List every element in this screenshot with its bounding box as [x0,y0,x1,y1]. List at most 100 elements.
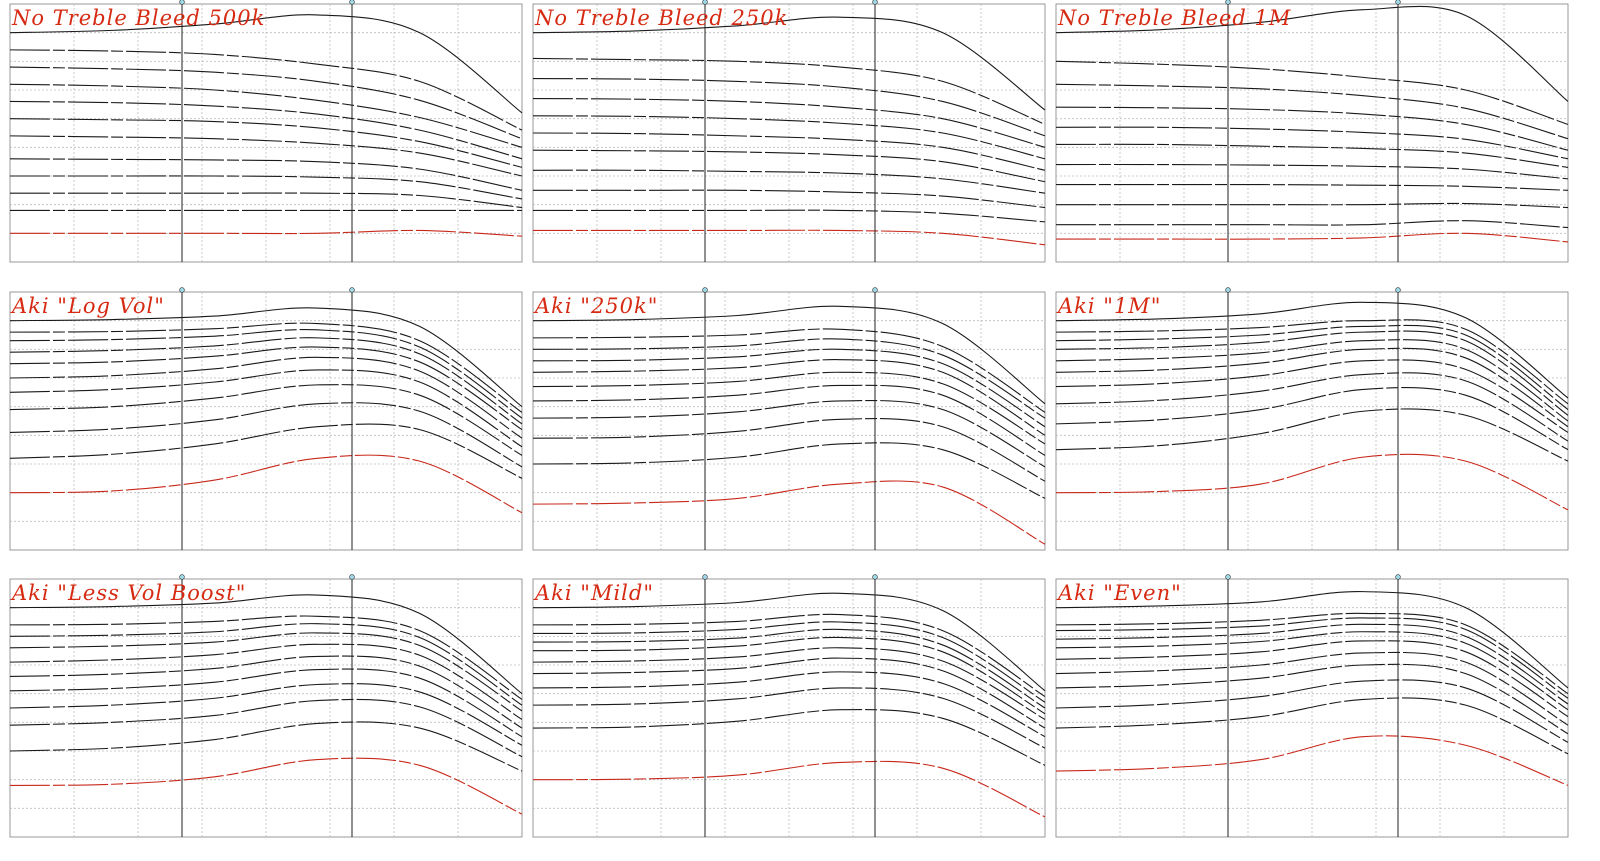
chart-title: Aki "Log Vol" [12,294,165,318]
chart-title: Aki "Even" [1058,581,1182,605]
cursor-handle[interactable] [872,0,878,5]
cursor-handle[interactable] [349,574,355,580]
cursor-handle[interactable] [179,287,185,293]
series-line [9,594,523,695]
series-line [533,189,1046,209]
cursor-handle[interactable] [1225,0,1231,5]
cursor-handle[interactable] [702,0,708,5]
cursor-handle[interactable] [1225,287,1231,293]
series-line [532,77,1046,137]
chart-svg [532,574,1046,838]
cursor-handle[interactable] [349,0,355,5]
series-line [1055,163,1569,180]
series-line [9,66,523,140]
cursor-handle[interactable] [1395,287,1401,293]
series-line [533,209,1046,223]
series-line [9,307,523,408]
chart-title: Aki "Mild" [535,581,654,605]
chart-svg [1055,287,1569,551]
series-line [1055,319,1569,405]
series-line [1055,106,1569,151]
series-line [1055,617,1569,699]
chart-panel: No Treble Bleed 250k [523,0,1053,286]
series-line [9,322,523,413]
series-line [9,346,523,431]
series-line [9,655,523,729]
series-line [532,338,1046,419]
chart-panel: Aki "Less Vol Boost" [0,574,530,861]
series-line [9,668,523,738]
series-line [1055,387,1569,451]
series-line [9,615,523,700]
series-line [1055,631,1569,711]
cursor-handle[interactable] [1225,574,1231,580]
series-line [532,480,1046,545]
series-line [532,671,1046,738]
series-line [9,356,523,439]
series-line [9,423,523,479]
series-line [532,621,1046,703]
series-line [9,49,523,131]
cursor-handle[interactable] [179,574,185,580]
chart-panel: Aki "250k" [523,287,1053,574]
series-line [532,687,1046,749]
series-line [1055,735,1569,786]
cursor-handle[interactable] [1395,0,1401,5]
cursor-handle[interactable] [872,574,878,580]
series-line [9,14,523,114]
series-line [532,442,1046,499]
cursor-handle[interactable] [179,0,185,5]
cursor-handle[interactable] [702,287,708,293]
series-line [9,192,523,209]
series-line [533,229,1046,246]
series-line [1055,640,1569,718]
chart-title: Aki "1M" [1058,294,1162,318]
series-line [9,328,523,419]
series-line [532,359,1046,436]
chart-title: No Treble Bleed 250k [535,6,789,30]
series-line [1055,184,1569,191]
chart-svg [9,0,523,263]
series-line [1055,220,1569,229]
series-line [1055,339,1569,422]
series-line [1055,651,1569,726]
series-line [1055,126,1569,160]
chart-svg [9,287,523,551]
series-line [532,348,1046,428]
series-line [532,592,1046,692]
series-line [532,657,1046,729]
chart-svg [1055,574,1569,838]
series-line [532,613,1046,697]
series-line [1055,60,1569,125]
series-line [1055,623,1569,705]
series-line [1055,408,1569,462]
cursor-handle[interactable] [702,574,708,580]
chart-svg [532,287,1046,551]
series-line [1055,679,1569,743]
series-line [1055,5,1569,102]
series-line [9,454,523,514]
series-line [9,623,523,706]
cursor-handle[interactable] [1395,574,1401,580]
chart-panel: No Treble Bleed 1M [1046,0,1576,286]
series-line [9,135,523,177]
series-line [532,708,1046,766]
series-line [10,229,523,237]
series-line [1055,359,1569,433]
series-line [1056,232,1569,243]
series-line [9,757,523,815]
chart-title: Aki "250k" [535,294,659,318]
series-line [9,384,523,456]
series-line [532,132,1046,171]
series-line [1055,324,1569,410]
series-line [1055,612,1569,695]
chart-svg [532,0,1046,263]
series-line [532,384,1046,456]
series-line [9,100,523,160]
series-line [1055,347,1569,428]
cursor-handle[interactable] [872,287,878,293]
chart-svg [1055,0,1569,263]
series-line [532,115,1046,160]
series-line [532,418,1046,482]
cursor-handle[interactable] [349,287,355,293]
